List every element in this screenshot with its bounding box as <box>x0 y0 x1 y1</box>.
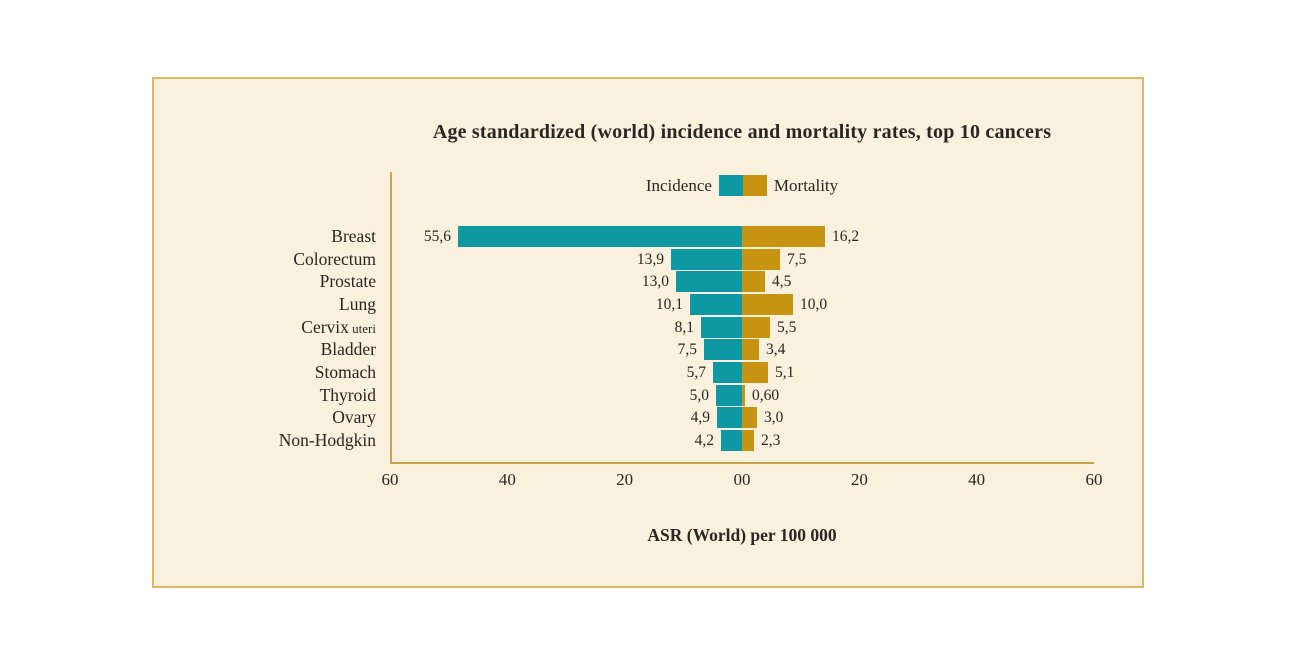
incidence-bar <box>713 361 742 383</box>
mortality-value: 5,5 <box>777 318 797 336</box>
incidence-bar <box>458 226 742 247</box>
x-axis-tick-label: 60 <box>381 470 399 489</box>
incidence-bar <box>721 429 742 451</box>
legend: Incidence Mortality <box>390 175 1094 196</box>
category-label: Non-Hodgkin <box>278 429 376 450</box>
category-label: Breast <box>331 226 376 246</box>
incidence-bar <box>704 339 742 361</box>
mortality-value: 7,5 <box>787 250 807 268</box>
mortality-bar <box>742 339 759 361</box>
mortality-bar <box>742 293 793 315</box>
mortality-bar <box>742 248 780 270</box>
incidence-value: 10,1 <box>655 295 683 313</box>
mortality-bar <box>742 271 765 293</box>
category-label: Thyroid <box>319 384 376 405</box>
mortality-bar <box>742 316 770 338</box>
mortality-bar <box>742 226 825 247</box>
mortality-bar <box>742 384 745 406</box>
x-axis-tick-label: 60 <box>1085 470 1103 489</box>
x-axis-line <box>390 462 1094 464</box>
chart-title: Age standardized (world) incidence and m… <box>432 121 1052 143</box>
incidence-value: 4,2 <box>694 431 714 449</box>
incidence-bar <box>716 384 742 406</box>
x-axis-tick-label: 40 <box>968 470 986 489</box>
incidence-bar <box>671 248 742 270</box>
mortality-value: 16,2 <box>832 228 860 245</box>
category-label: Lung <box>339 293 376 314</box>
category-label: Prostate <box>319 271 376 292</box>
category-label: Cervix uteri <box>301 316 376 337</box>
incidence-value: 7,5 <box>677 341 697 359</box>
mortality-swatch-icon <box>742 175 767 196</box>
x-axis-title: ASR (World) per 100 000 <box>647 525 837 545</box>
category-label: Bladder <box>320 339 376 360</box>
x-axis-tick-label: 20 <box>616 470 634 489</box>
incidence-swatch-icon <box>718 175 743 196</box>
category-label: Colorectum <box>293 248 376 269</box>
incidence-value: 5,0 <box>689 386 709 404</box>
incidence-value: 55,6 <box>423 228 451 245</box>
legend-mortality-label: Mortality <box>773 175 839 195</box>
x-axis-tick-label: 00 <box>733 470 751 489</box>
x-axis-tick-label: 40 <box>498 470 516 489</box>
x-axis-tick-label: 20 <box>850 470 868 489</box>
mortality-value: 10,0 <box>800 295 828 313</box>
mortality-bar <box>742 361 768 383</box>
incidence-bar <box>676 271 742 293</box>
mortality-value: 4,5 <box>772 273 792 291</box>
mortality-value: 0,60 <box>752 386 780 404</box>
mortality-bar <box>742 407 757 429</box>
legend-incidence-label: Incidence <box>645 175 712 195</box>
mortality-value: 2,3 <box>761 431 781 449</box>
mortality-value: 3,4 <box>766 341 786 359</box>
y-axis-line <box>390 172 392 464</box>
incidence-bar <box>701 316 742 338</box>
incidence-value: 13,9 <box>636 250 664 268</box>
incidence-value: 4,9 <box>690 409 710 427</box>
category-label: Ovary <box>332 407 376 428</box>
incidence-bar <box>690 293 742 315</box>
incidence-value: 5,7 <box>686 363 706 381</box>
mortality-bar <box>742 429 754 451</box>
incidence-bar <box>717 407 742 429</box>
incidence-value: 8,1 <box>674 318 694 336</box>
chart-panel: Age standardized (world) incidence and m… <box>152 77 1144 588</box>
mortality-value: 5,1 <box>775 363 795 381</box>
category-label: Stomach <box>314 361 376 382</box>
mortality-value: 3,0 <box>764 409 784 427</box>
incidence-value: 13,0 <box>641 273 669 291</box>
